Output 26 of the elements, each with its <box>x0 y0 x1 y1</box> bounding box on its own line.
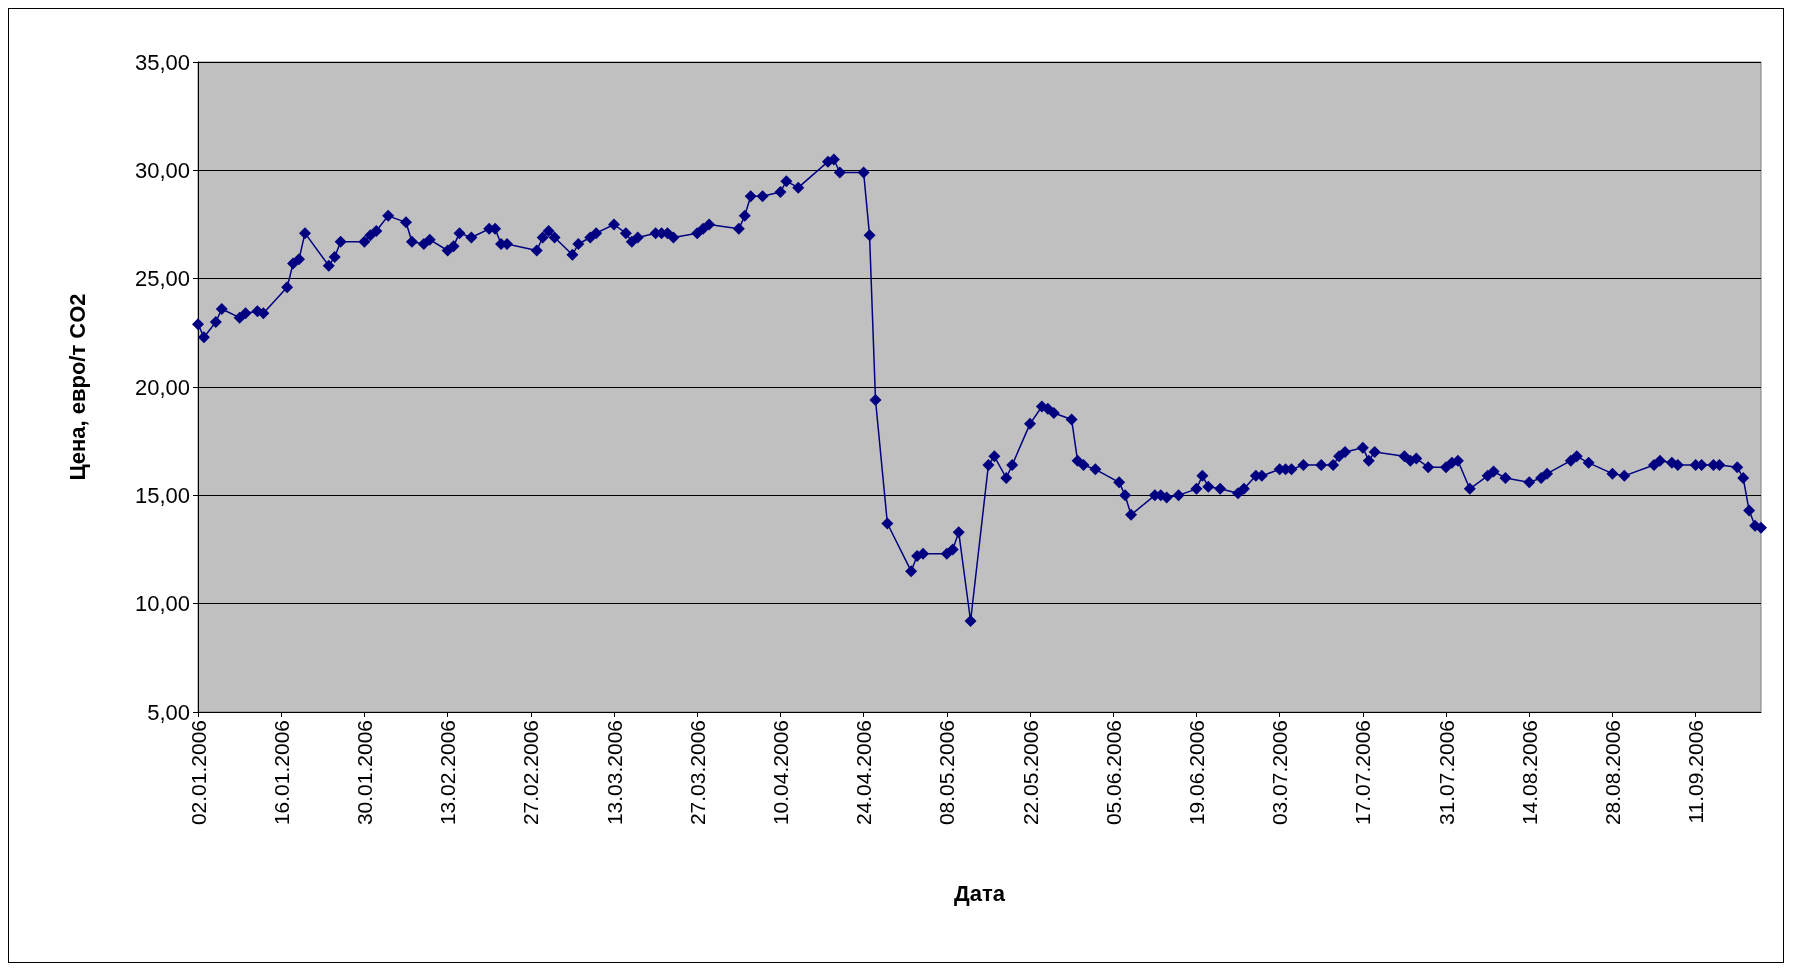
y-tick-label: 15,00 <box>134 482 190 508</box>
y-tick-label: 30,00 <box>134 157 190 183</box>
x-tick-label: 27.03.2006 <box>685 720 709 826</box>
x-tick-label: 10.04.2006 <box>768 720 792 826</box>
x-tick-label: 27.02.2006 <box>519 720 543 826</box>
y-axis-title: Цена, евро/т CO2 <box>64 293 90 481</box>
y-tick-label: 20,00 <box>134 374 190 400</box>
x-tick-label: 08.05.2006 <box>935 720 959 826</box>
x-axis-title: Дата <box>954 880 1006 906</box>
x-tick-label: 19.06.2006 <box>1184 720 1208 826</box>
x-tick-label: 30.01.2006 <box>352 720 376 826</box>
y-tick-label: 35,00 <box>134 49 190 75</box>
x-tick-label: 05.06.2006 <box>1101 720 1125 826</box>
x-tick-label: 03.07.2006 <box>1268 720 1292 826</box>
x-tick-label: 24.04.2006 <box>852 720 876 826</box>
x-tick-label: 11.09.2006 <box>1684 720 1708 824</box>
x-tick-label: 16.01.2006 <box>269 720 293 826</box>
x-tick-label: 13.02.2006 <box>436 720 460 826</box>
x-tick-label: 28.08.2006 <box>1600 720 1624 826</box>
x-tick-label: 14.08.2006 <box>1517 720 1541 826</box>
x-tick-label: 17.07.2006 <box>1351 720 1375 826</box>
x-tick-label: 31.07.2006 <box>1434 720 1458 826</box>
x-tick-label: 13.03.2006 <box>602 720 626 826</box>
y-tick-label: 10,00 <box>134 591 190 617</box>
y-tick-label: 25,00 <box>134 266 190 292</box>
x-tick-label: 22.05.2006 <box>1018 720 1042 826</box>
